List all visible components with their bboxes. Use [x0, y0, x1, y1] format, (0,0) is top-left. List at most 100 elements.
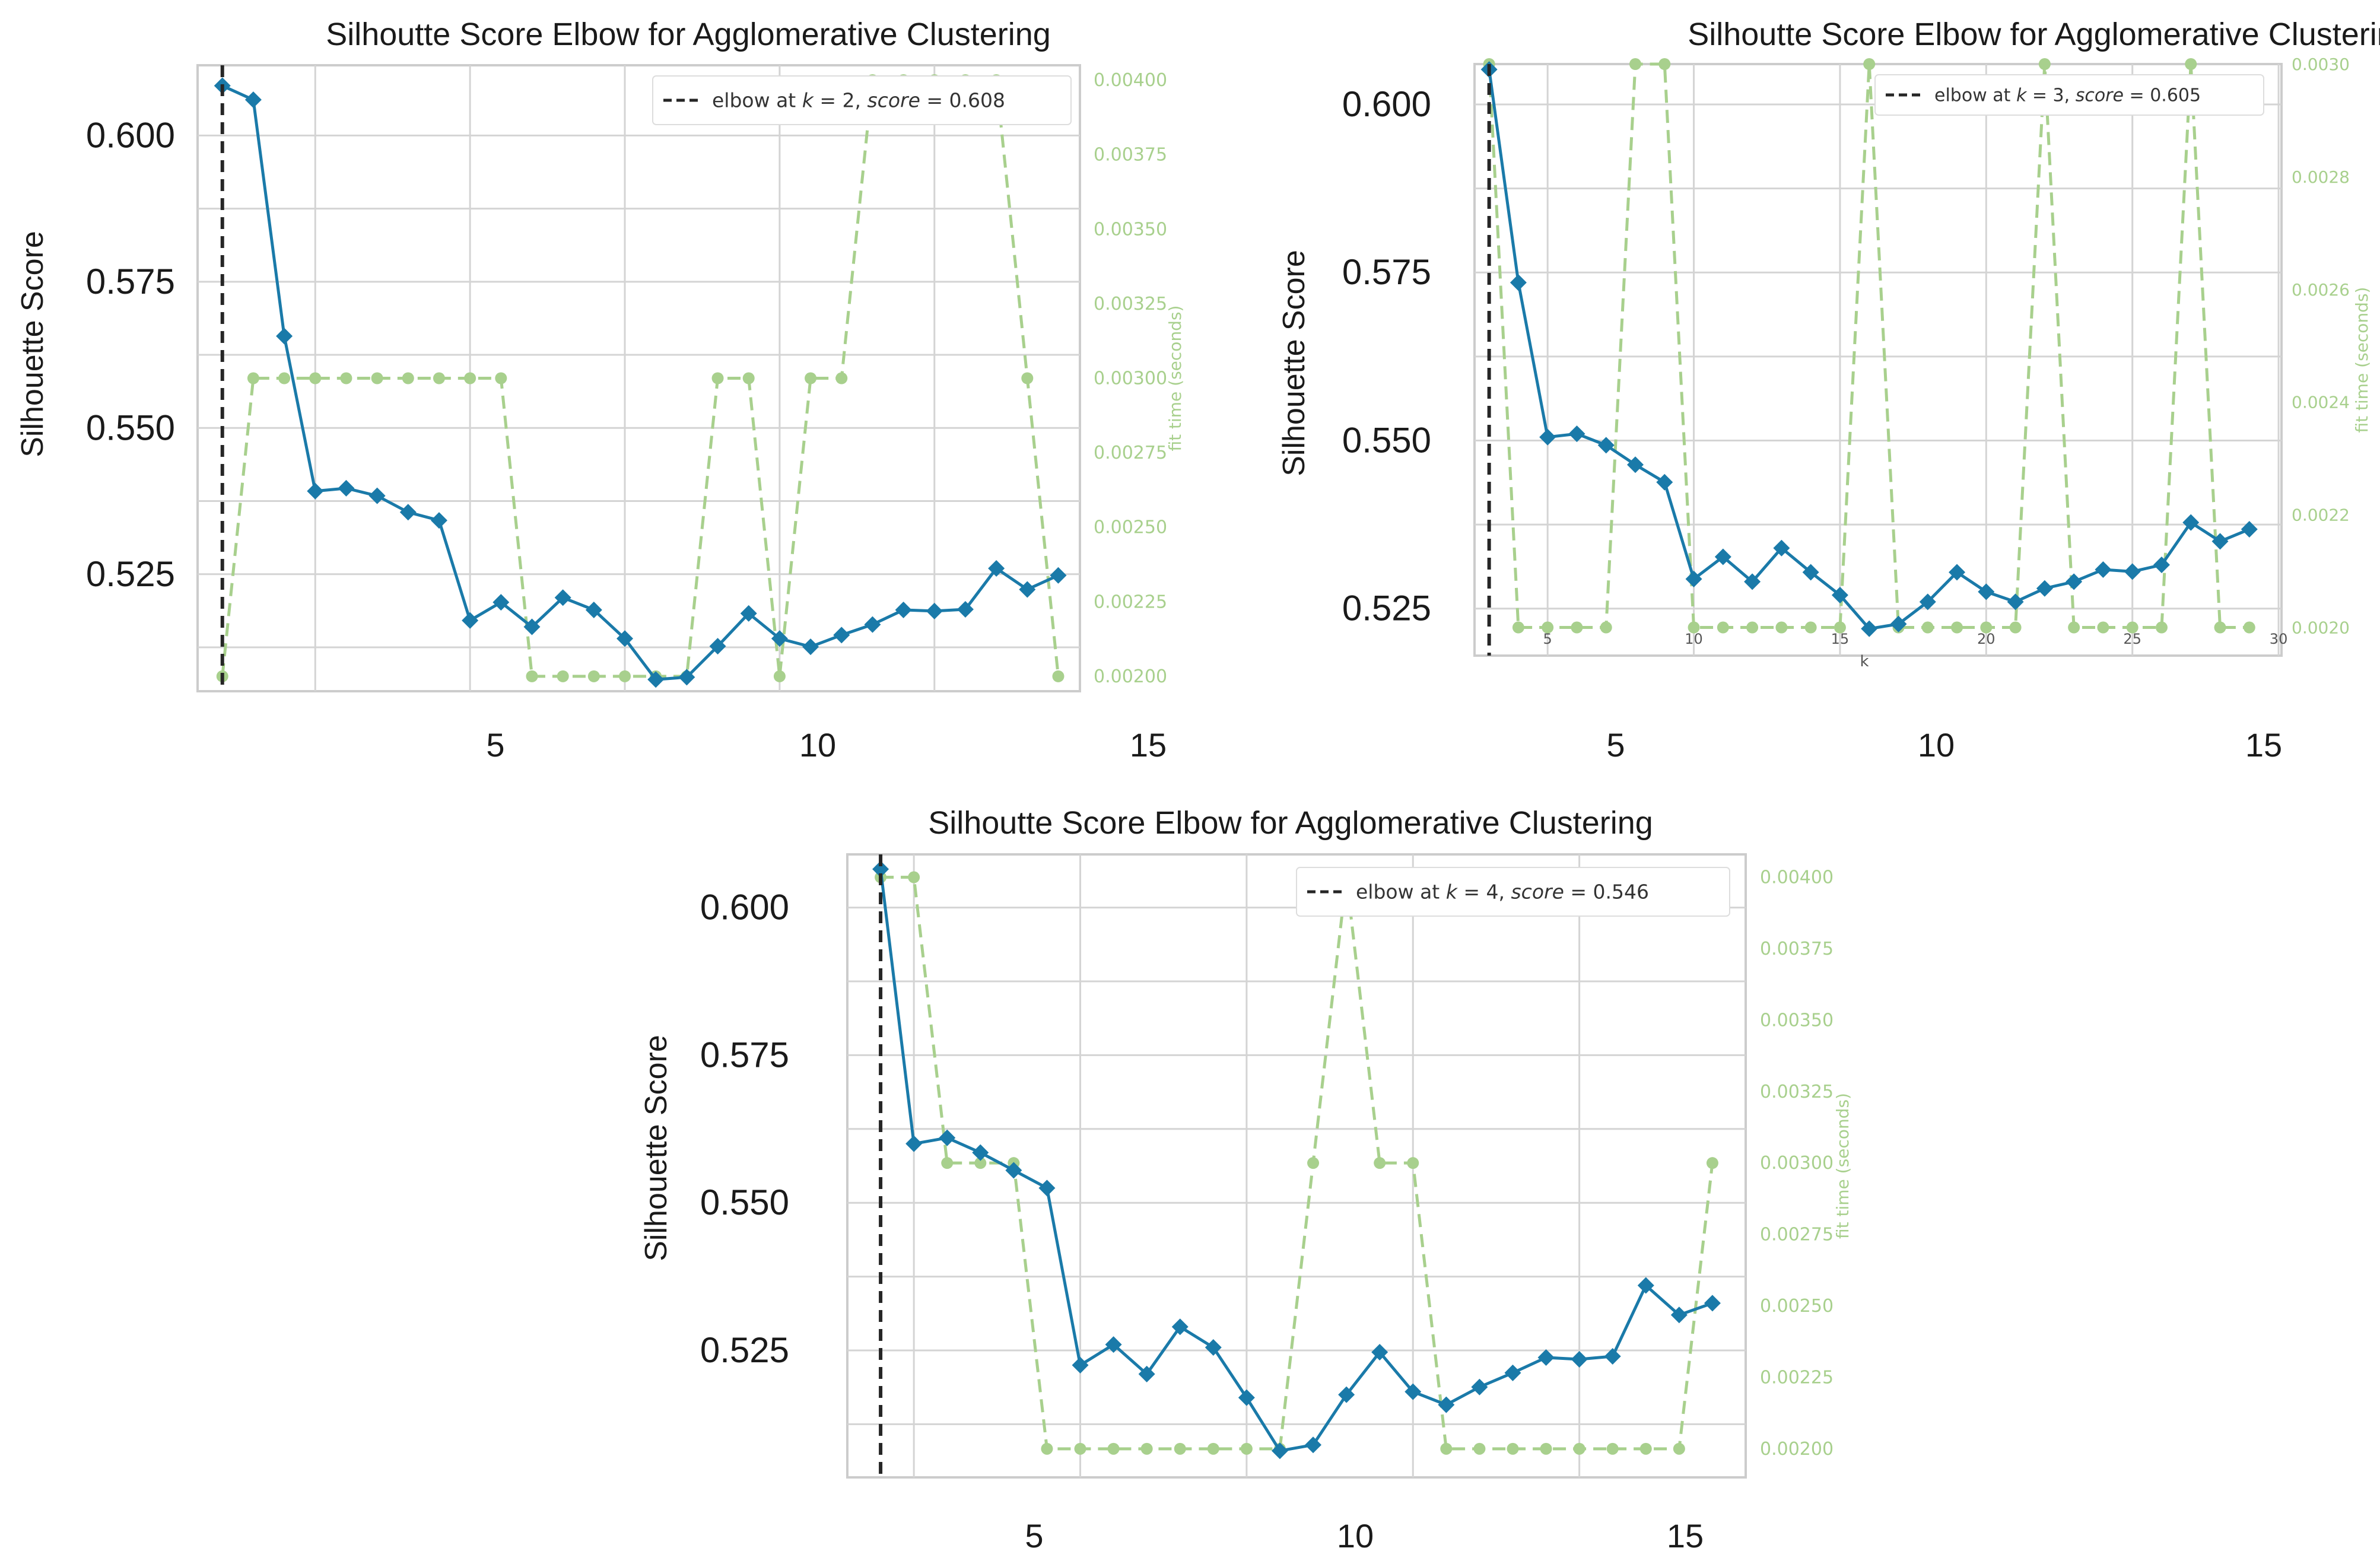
x-tick-label-inner: 10 [1685, 631, 1703, 647]
score-point [1138, 1365, 1155, 1382]
score-line [221, 84, 1059, 681]
legend-pre: elbow at [712, 89, 802, 112]
chart-panel-2: Silhoutte Score Elbow for Agglomerative … [1277, 17, 2380, 764]
fit-time-point [278, 372, 291, 384]
score-point [276, 328, 293, 345]
chart-title: Silhoutte Score Elbow for Agglomerative … [928, 805, 1653, 841]
y-tick-label: 0.525 [1342, 589, 1431, 628]
chart-title: Silhoutte Score Elbow for Agglomerative … [1688, 17, 2380, 52]
fit-time-point [1571, 621, 1583, 634]
y2-tick-label: 0.00200 [1094, 666, 1167, 687]
y-tick-label: 0.575 [1342, 252, 1431, 292]
score-point [368, 487, 386, 504]
score-point [1744, 573, 1761, 590]
score-point [1539, 428, 1556, 446]
score-point [1072, 1356, 1089, 1374]
x-tick-label: 10 [1918, 726, 1955, 764]
fit-time-point [1140, 1442, 1153, 1455]
y2-axis-label: fit time (seconds) [2352, 287, 2372, 433]
y-tick-label: 0.525 [86, 554, 175, 594]
score-point [864, 616, 881, 633]
score-point [2036, 580, 2053, 597]
fit-time-point [974, 1157, 987, 1169]
x-tick-label-inner: 25 [2123, 631, 2141, 647]
fit-time-point [464, 372, 476, 384]
score-point [1271, 1442, 1288, 1460]
legend: elbow at k = 4, score = 0.546 [1296, 867, 1730, 917]
fit-time-point [1240, 1442, 1253, 1455]
y2-tick-label: 0.00250 [1094, 517, 1167, 538]
chart-panel-3: Silhoutte Score Elbow for Agglomerative … [639, 805, 1852, 1555]
legend: elbow at k = 3, score = 0.605 [1874, 74, 2264, 116]
y2-tick-label: 0.00275 [1094, 443, 1167, 463]
y2-tick-label: 0.00350 [1094, 219, 1167, 240]
y2-tick-label: 0.00250 [1760, 1296, 1834, 1317]
fit-time-point [1980, 621, 1993, 634]
score-point [1338, 1386, 1355, 1403]
score-point [1919, 593, 1936, 611]
score-point [1005, 1162, 1022, 1179]
score-point [2066, 573, 2083, 590]
legend-score: score [1511, 880, 1564, 904]
fit-time-point [2009, 621, 2022, 634]
fit-time-point [941, 1157, 954, 1169]
y-tick-label: 0.600 [700, 888, 789, 927]
score-point [1510, 274, 1527, 291]
y-tick-label: 0.575 [700, 1035, 789, 1075]
fit-time-point [340, 372, 352, 384]
fit-time-point [1573, 1442, 1585, 1455]
score-point [771, 630, 788, 647]
y-tick-label: 0.550 [700, 1182, 789, 1222]
fit-time-point [247, 372, 259, 384]
fit-time-line [1488, 62, 2249, 630]
y2-tick-label: 0.00225 [1094, 592, 1167, 612]
legend-label: elbow at k = 4, score = 0.546 [1356, 880, 1649, 904]
fit-time-point [619, 670, 631, 682]
fit-time-point [1717, 621, 1729, 634]
fit-time-point [1540, 1442, 1552, 1455]
fit-time-point [1307, 1157, 1320, 1169]
fit-time-point [1746, 621, 1759, 634]
fit-time-point [1507, 1442, 1519, 1455]
score-point [2153, 557, 2170, 574]
fit-time-point [805, 372, 817, 384]
fit-time-point [433, 372, 445, 384]
fit-time-point [2155, 621, 2168, 634]
fit-time-point [1775, 621, 1788, 634]
score-point [1171, 1318, 1189, 1336]
y-tick-label: 0.600 [86, 115, 175, 155]
score-point [585, 601, 602, 618]
score-point [972, 1144, 989, 1161]
fit-time-point [2038, 58, 2051, 70]
fit-time-point [1863, 58, 1876, 70]
legend-score-value: = 0.605 [2124, 85, 2201, 106]
fit-time-point [1600, 621, 1612, 634]
score-point [1438, 1396, 1455, 1413]
score-point [1405, 1383, 1422, 1400]
fit-time-point [1629, 58, 1642, 70]
fit-time-point [1207, 1442, 1219, 1455]
score-point [1773, 539, 1790, 557]
score-point [1704, 1295, 1721, 1312]
y2-tick-label: 0.00200 [1760, 1439, 1834, 1460]
score-point [430, 512, 447, 529]
score-point [1105, 1336, 1122, 1353]
score-point [2124, 563, 2141, 580]
score-point [617, 630, 634, 647]
legend-k-value: = 3, [2026, 85, 2075, 106]
legend-k-value: = 4, [1457, 880, 1511, 904]
fit-time-point [2243, 621, 2255, 634]
fit-time-point [402, 372, 414, 384]
score-point [1568, 425, 1585, 443]
score-point [2182, 514, 2200, 531]
score-point [1471, 1378, 1488, 1395]
fit-time-point [1804, 621, 1817, 634]
legend-box [1874, 74, 2264, 116]
plot-area [196, 64, 1081, 692]
fit-time-point [2185, 58, 2197, 70]
score-point [872, 860, 889, 878]
x-tick-label: 15 [2245, 726, 2282, 764]
score-point [740, 605, 757, 622]
score-point [2241, 521, 2258, 538]
